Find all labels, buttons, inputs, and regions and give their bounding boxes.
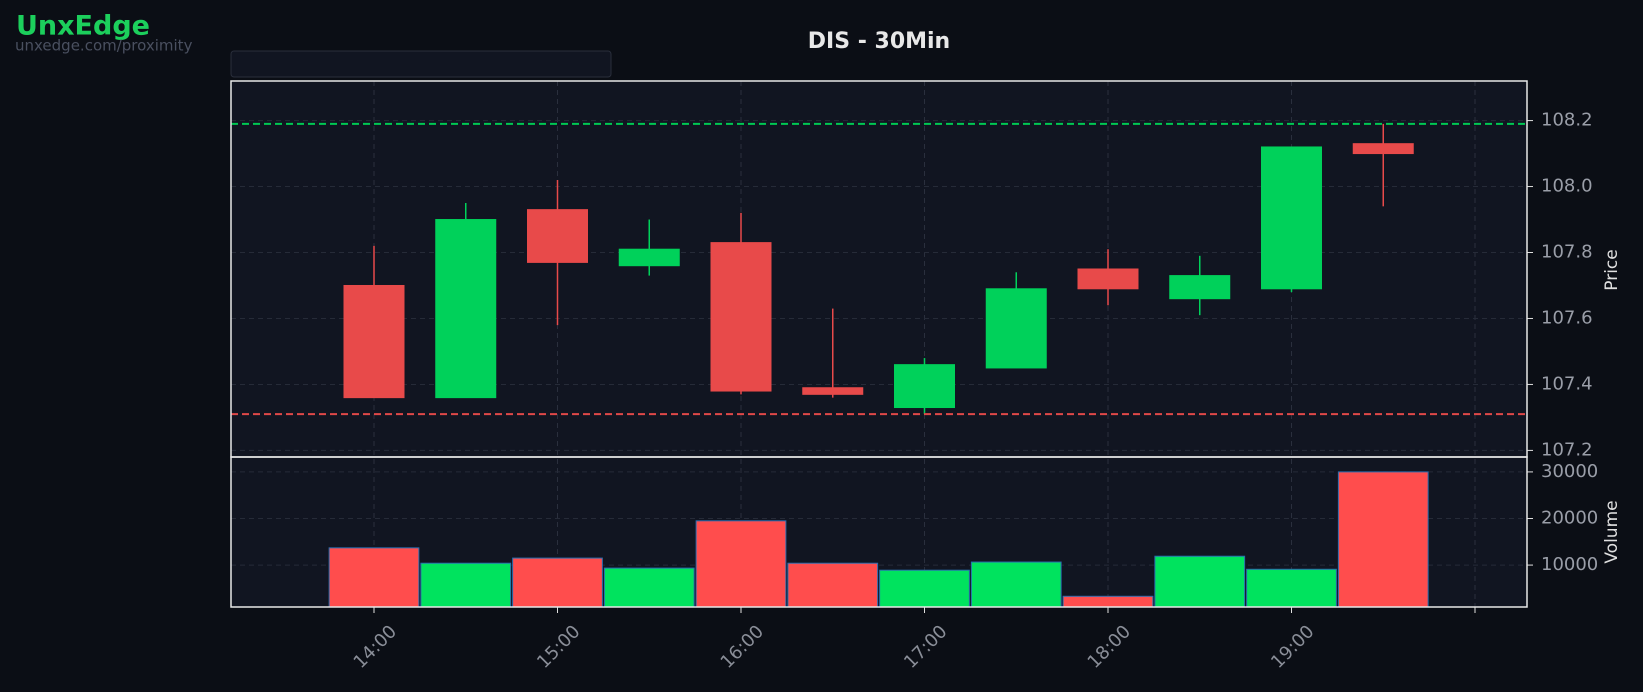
candle-body: [618, 248, 680, 267]
y-tick-label: 107.8: [1541, 242, 1593, 263]
x-tick-label: 16:00: [717, 621, 769, 673]
volume-bar: [1246, 568, 1337, 608]
volume-bar: [420, 562, 512, 608]
candle-body: [343, 284, 405, 399]
y-tick-label: 108.2: [1541, 110, 1593, 131]
volume-bar: [1337, 471, 1429, 608]
x-tick-label: 17:00: [900, 621, 952, 673]
x-tick-label: 19:00: [1267, 621, 1319, 673]
volume-bar: [328, 547, 420, 608]
volume-bar: [603, 567, 695, 608]
volume-bar: [970, 561, 1062, 608]
y-axis-label: Price: [1602, 249, 1622, 290]
brand-name: UnxEdge: [16, 11, 150, 42]
volume-frame: [230, 456, 1528, 608]
candle-body: [1169, 275, 1231, 300]
candle-body: [1352, 143, 1414, 155]
y-tick-label: 108.0: [1541, 176, 1593, 197]
y-tick-label: 107.2: [1541, 439, 1593, 460]
brand-url: unxedge.com/proximity: [15, 37, 193, 55]
candle-body: [1077, 268, 1139, 290]
price-panel: [231, 81, 1527, 457]
volume-y-tick-label: 20000: [1541, 507, 1598, 528]
candle-body: [435, 219, 497, 399]
y-tick-label: 107.4: [1541, 373, 1593, 394]
volume-bar: [512, 557, 603, 608]
y-tick-label: 107.6: [1541, 307, 1593, 328]
candle-body: [802, 387, 864, 395]
volume-bar: [1062, 595, 1154, 608]
chart-title: DIS - 30Min: [808, 29, 950, 54]
candle-body: [894, 364, 955, 409]
candle-body: [710, 242, 772, 392]
candle-body: [1261, 146, 1322, 290]
candle-body: [527, 209, 588, 263]
volume-bar: [787, 562, 879, 608]
x-tick-label: 18:00: [1084, 621, 1136, 673]
volume-y-tick-label: 30000: [1541, 461, 1598, 482]
plot-layer: 107.2 107.4 107.6 107.8 108.0 108.2 10000 20000…: [231, 57, 1598, 673]
volume-axis-label: Volume: [1602, 500, 1622, 563]
volume-bar: [1154, 555, 1246, 608]
volume-bar: [695, 520, 787, 608]
x-tick-label: 14:00: [350, 621, 402, 673]
volume-y-tick-label: 10000: [1541, 554, 1598, 575]
volume-bar: [879, 569, 970, 608]
legend-box: [230, 50, 612, 78]
candle-body: [985, 288, 1047, 369]
x-tick-label: 15:00: [533, 621, 585, 673]
